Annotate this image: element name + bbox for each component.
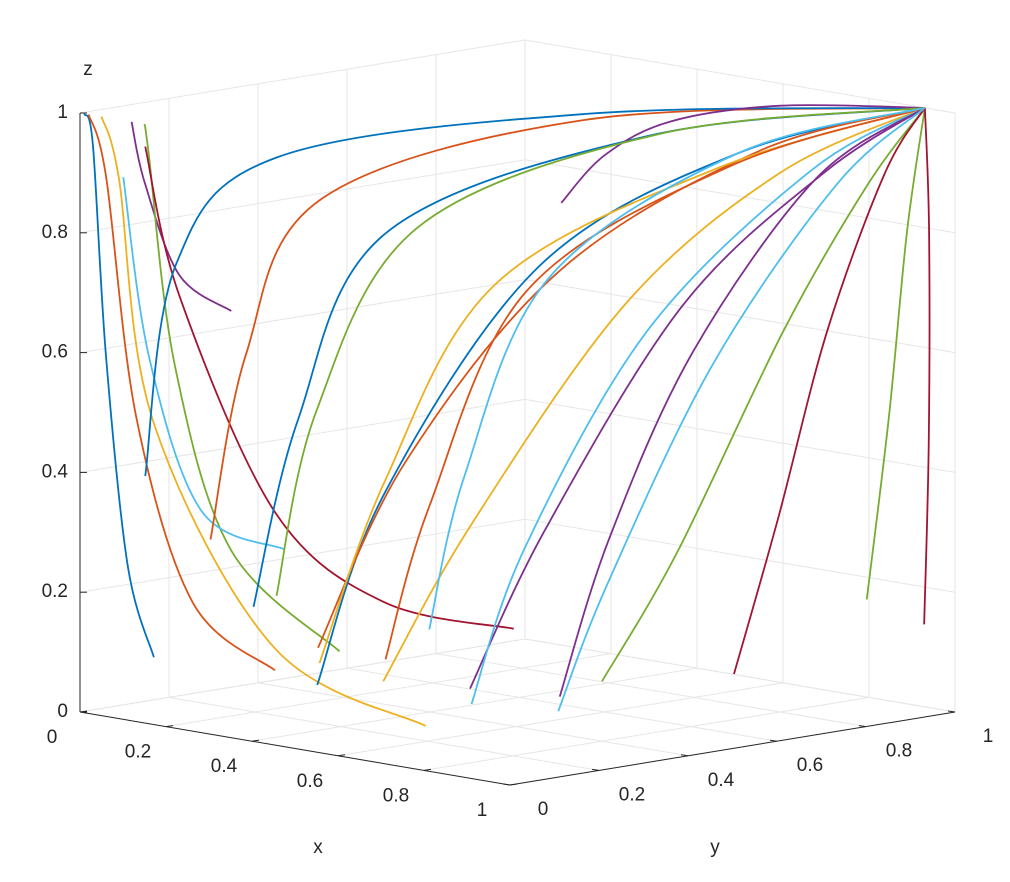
x-grid-line xyxy=(423,98,870,771)
trajectory xyxy=(558,107,926,697)
x-tick xyxy=(251,739,260,742)
y-tick-label: 0.4 xyxy=(708,770,735,791)
trajectory xyxy=(865,107,926,600)
y-grid-line xyxy=(524,40,956,713)
x-grid-line xyxy=(165,54,612,728)
z-tick-label: 0.8 xyxy=(42,222,68,243)
z-grid-line xyxy=(79,398,956,473)
z-axis-label: z xyxy=(83,59,93,80)
y-grid-line xyxy=(435,54,867,728)
x-tick xyxy=(337,754,346,757)
x-axis-label: x xyxy=(313,837,323,858)
x-tick-label: 1 xyxy=(477,800,488,821)
y-tick xyxy=(502,783,511,786)
y-tick-label: 0.8 xyxy=(886,741,912,762)
y-tick-label: 0 xyxy=(538,799,549,820)
trajectory xyxy=(130,121,232,312)
trajectory xyxy=(143,123,341,653)
trajectory xyxy=(733,107,926,675)
y-tick-label: 0.6 xyxy=(797,755,823,776)
z-tick-label: 1 xyxy=(57,102,68,123)
x-grid-line xyxy=(337,83,784,757)
trajectory xyxy=(560,104,925,204)
trajectory xyxy=(318,107,926,664)
trajectory xyxy=(252,106,925,608)
trajectory xyxy=(83,113,155,658)
y-grid-line xyxy=(79,113,511,786)
z-grid-line xyxy=(79,638,956,713)
trajectory xyxy=(470,107,926,705)
trajectory xyxy=(923,107,931,625)
y-tick xyxy=(769,739,778,742)
trajectory xyxy=(100,116,426,727)
x-tick-label: 0 xyxy=(47,727,58,748)
y-tick xyxy=(858,725,867,728)
z-tick-label: 0.2 xyxy=(42,581,68,602)
trajectory xyxy=(317,107,926,649)
trajectory xyxy=(557,107,926,712)
x-tick xyxy=(509,783,518,786)
trajectory xyxy=(428,107,926,630)
y-axis-label: y xyxy=(710,837,720,858)
y-tick-label: 1 xyxy=(983,726,994,747)
trajectory xyxy=(209,106,925,540)
y-tick xyxy=(591,768,600,771)
z-tick-label: 0.6 xyxy=(42,342,68,363)
y-tick xyxy=(947,710,956,713)
z-tick-label: 0.4 xyxy=(42,461,69,482)
y-grid-line xyxy=(168,98,600,771)
z-tick-label: 0 xyxy=(57,701,68,722)
x-tick-label: 0.4 xyxy=(211,756,238,777)
y-grid-line xyxy=(257,83,689,757)
trajectory xyxy=(601,107,926,682)
trajectory xyxy=(275,106,925,597)
x-tick xyxy=(79,710,88,713)
x-tick xyxy=(165,725,174,728)
x-grid-line xyxy=(509,113,956,786)
y-tick-label: 0.2 xyxy=(619,784,645,805)
trajectory xyxy=(144,146,514,630)
x-axis-line xyxy=(79,711,511,786)
y-grid-line xyxy=(346,69,778,742)
x-tick xyxy=(423,768,432,771)
x-tick-label: 0.8 xyxy=(383,785,409,806)
trajectory xyxy=(384,107,926,660)
trajectory xyxy=(469,107,926,689)
trajectory xyxy=(122,177,285,550)
x-tick-label: 0.6 xyxy=(297,771,323,792)
x-tick-label: 0.2 xyxy=(125,742,151,763)
z-grid-line xyxy=(79,39,956,114)
y-axis-line xyxy=(509,711,956,786)
trajectory xyxy=(87,114,276,672)
y-tick xyxy=(680,754,689,757)
